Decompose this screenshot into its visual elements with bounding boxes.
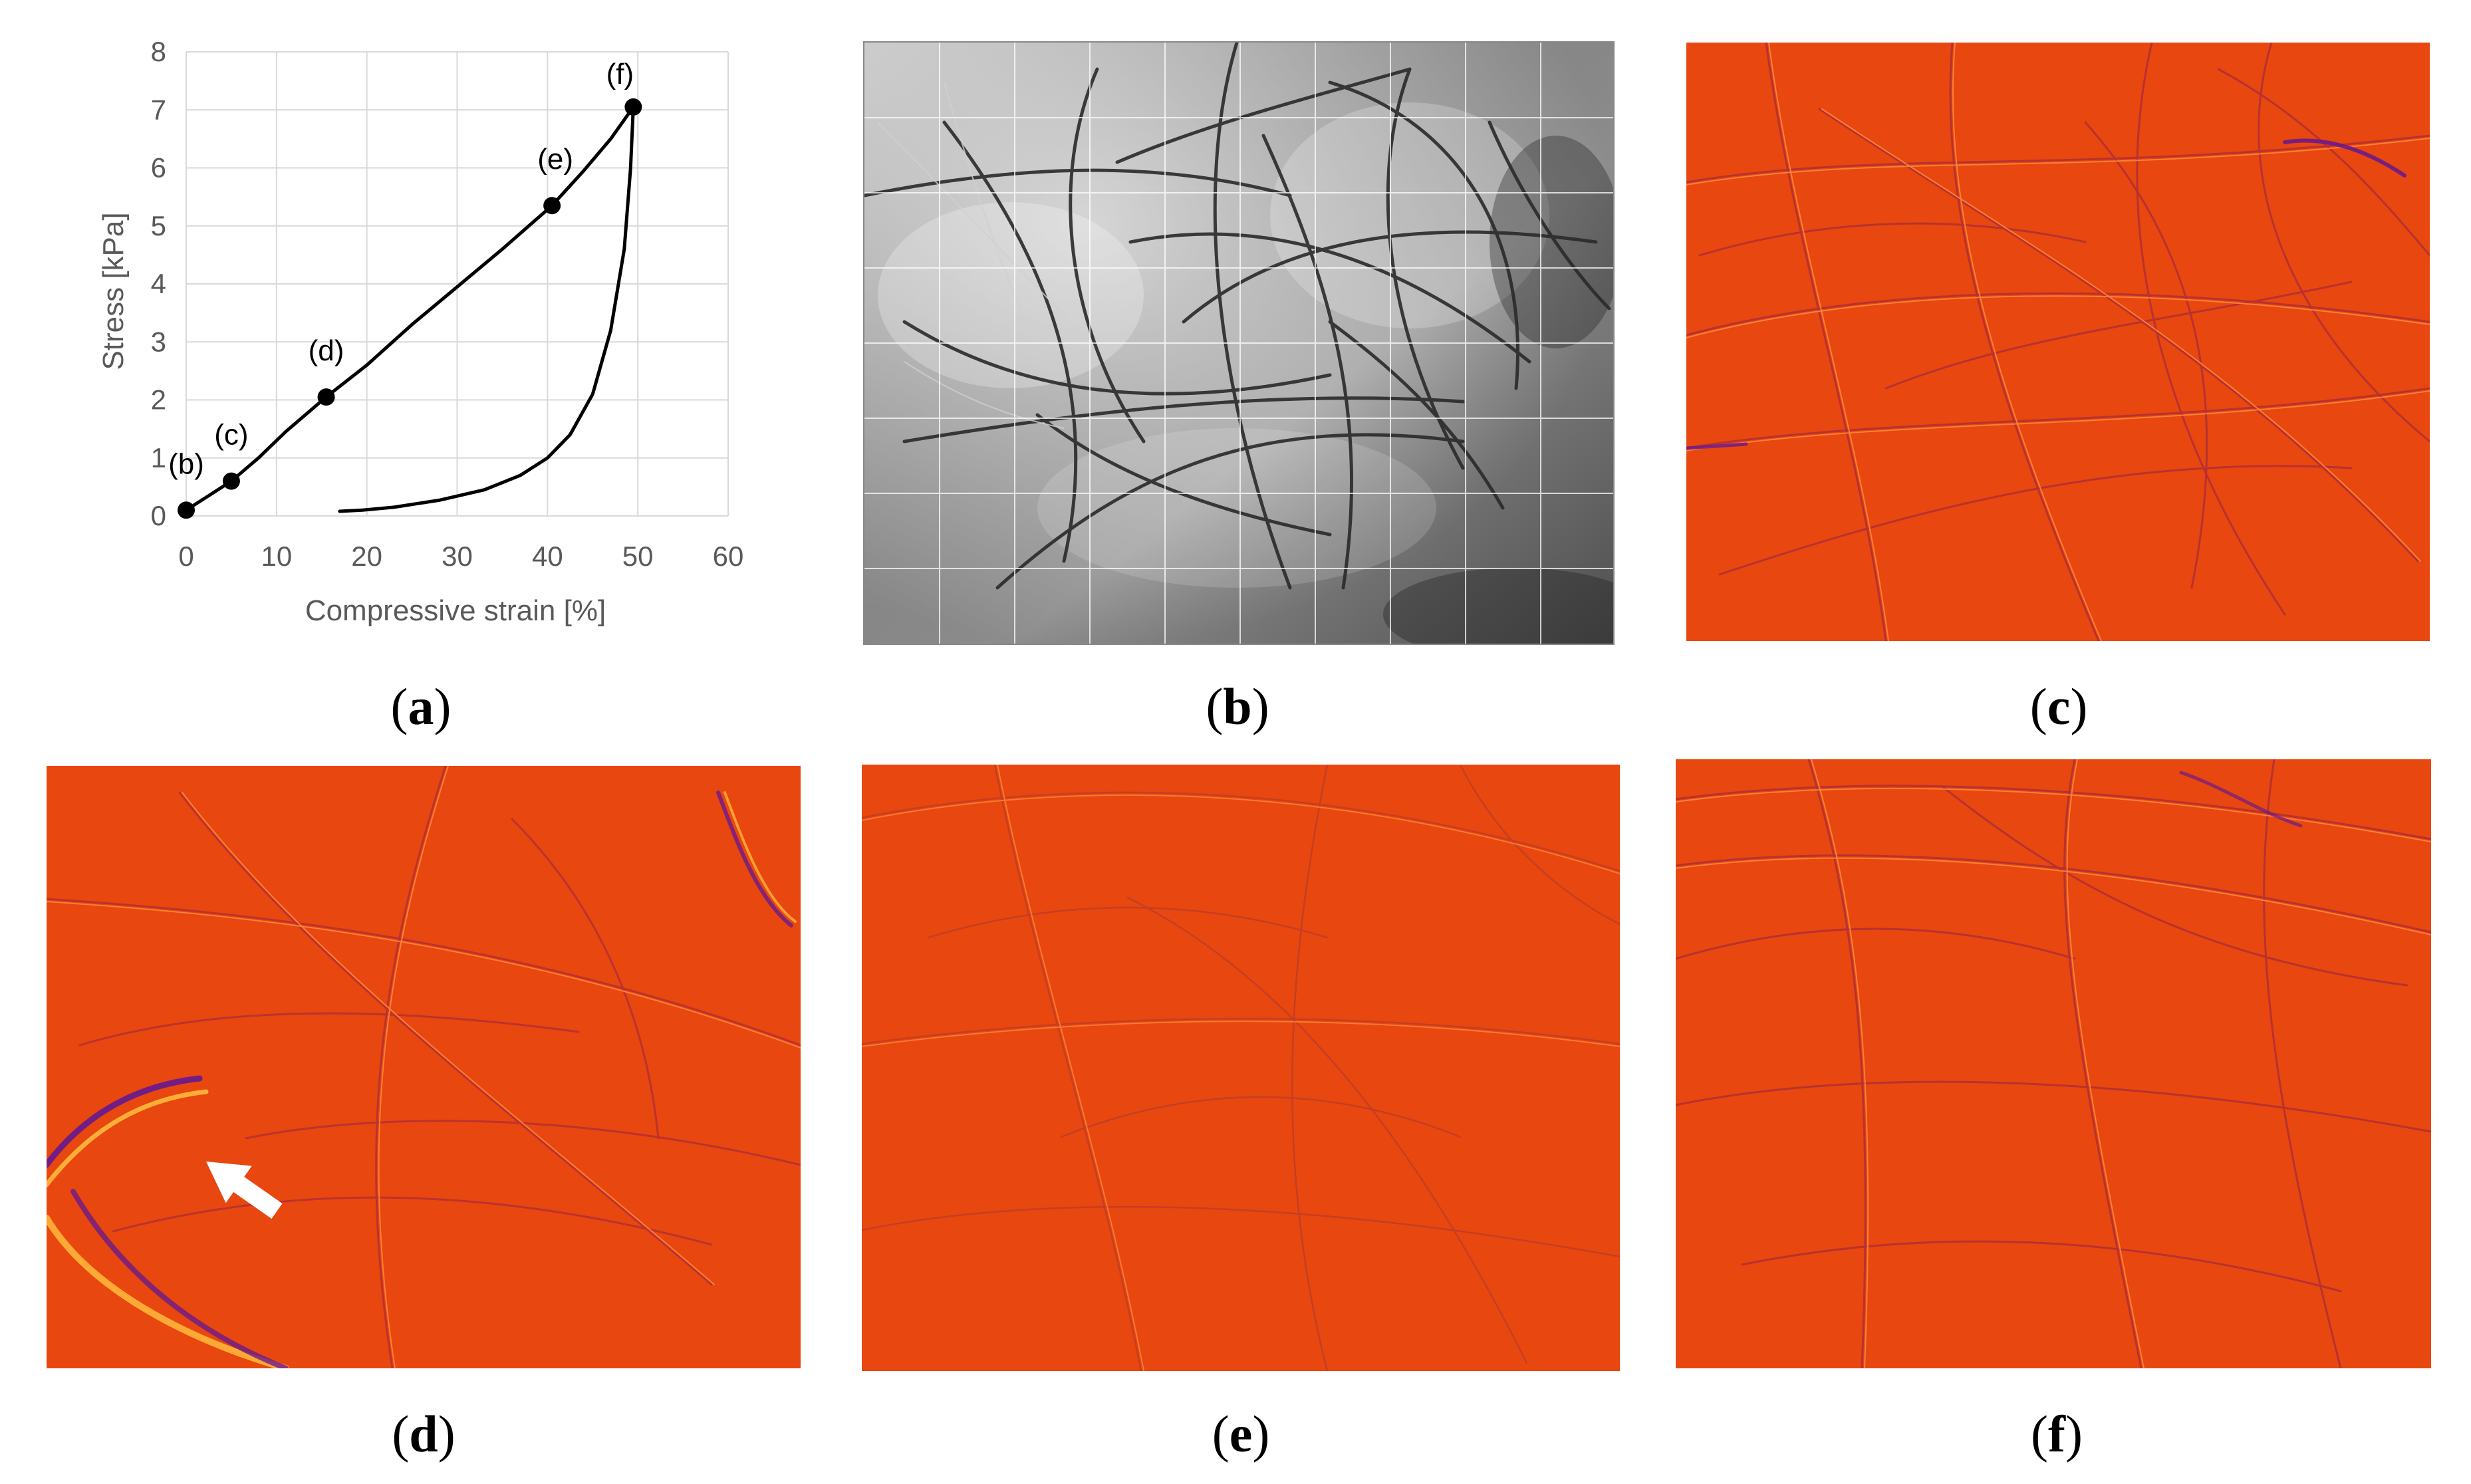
caption-b: (b) bbox=[1206, 678, 1269, 735]
y-tick-label: 7 bbox=[151, 94, 166, 125]
data-point bbox=[178, 501, 195, 519]
y-axis-label: Stress [kPa] bbox=[97, 212, 130, 370]
x-tick-label: 50 bbox=[622, 541, 654, 572]
y-tick-label: 0 bbox=[151, 500, 166, 531]
x-tick-label: 60 bbox=[713, 541, 744, 572]
point-label: (d) bbox=[309, 334, 344, 367]
caption-c: (c) bbox=[2029, 678, 2088, 735]
x-tick-label: 20 bbox=[351, 541, 382, 572]
unloading-curve bbox=[338, 105, 635, 513]
heatmap-panel-e bbox=[862, 765, 1620, 1371]
x-tick-label: 0 bbox=[178, 541, 194, 572]
y-tick-label: 5 bbox=[151, 210, 166, 241]
caption-a: (a) bbox=[390, 678, 452, 735]
heatmap-panel-d bbox=[47, 766, 801, 1368]
caption-d: (d) bbox=[392, 1405, 455, 1463]
caption-f: (f) bbox=[2031, 1405, 2083, 1463]
data-point bbox=[317, 388, 335, 406]
heatmap-panel-c bbox=[1686, 43, 2430, 641]
data-point bbox=[222, 472, 240, 490]
chart-points: (b) (c) (d) (e) (f) bbox=[168, 58, 642, 519]
point-label: (f) bbox=[606, 58, 634, 90]
stress-strain-chart: (b) (c) (d) (e) (f) 0 10 20 30 40 50 60 0 1 2 3 4 5 6 7 8 C… bbox=[93, 32, 771, 630]
photo-grid-overlay bbox=[864, 43, 1613, 644]
caption-e: (e) bbox=[1212, 1405, 1270, 1463]
chart-grid bbox=[186, 51, 729, 517]
x-tick-label: 40 bbox=[532, 541, 563, 572]
white-arrow-icon bbox=[206, 1162, 283, 1219]
y-tick-label: 8 bbox=[151, 36, 166, 67]
y-tick-label: 2 bbox=[151, 384, 166, 416]
heatmap-panel-f bbox=[1676, 759, 2431, 1368]
chart-svg: (b) (c) (d) (e) (f) 0 10 20 30 40 50 60 0 1 2 3 4 5 6 7 8 C… bbox=[97, 36, 744, 627]
y-tick-label: 3 bbox=[151, 326, 166, 357]
point-label: (e) bbox=[537, 143, 573, 176]
chart-ticks: 0 10 20 30 40 50 60 0 1 2 3 4 5 6 7 8 bbox=[151, 36, 744, 572]
data-point bbox=[543, 197, 561, 215]
x-axis-label: Compressive strain [%] bbox=[305, 594, 606, 627]
photo-panel-b bbox=[863, 41, 1615, 645]
x-tick-label: 30 bbox=[442, 541, 473, 572]
y-tick-label: 1 bbox=[151, 442, 166, 473]
data-point bbox=[624, 98, 642, 116]
point-label: (b) bbox=[168, 447, 204, 480]
x-tick-label: 10 bbox=[261, 541, 292, 572]
y-tick-label: 6 bbox=[151, 152, 166, 184]
y-tick-label: 4 bbox=[151, 268, 166, 299]
point-label: (c) bbox=[214, 419, 248, 451]
